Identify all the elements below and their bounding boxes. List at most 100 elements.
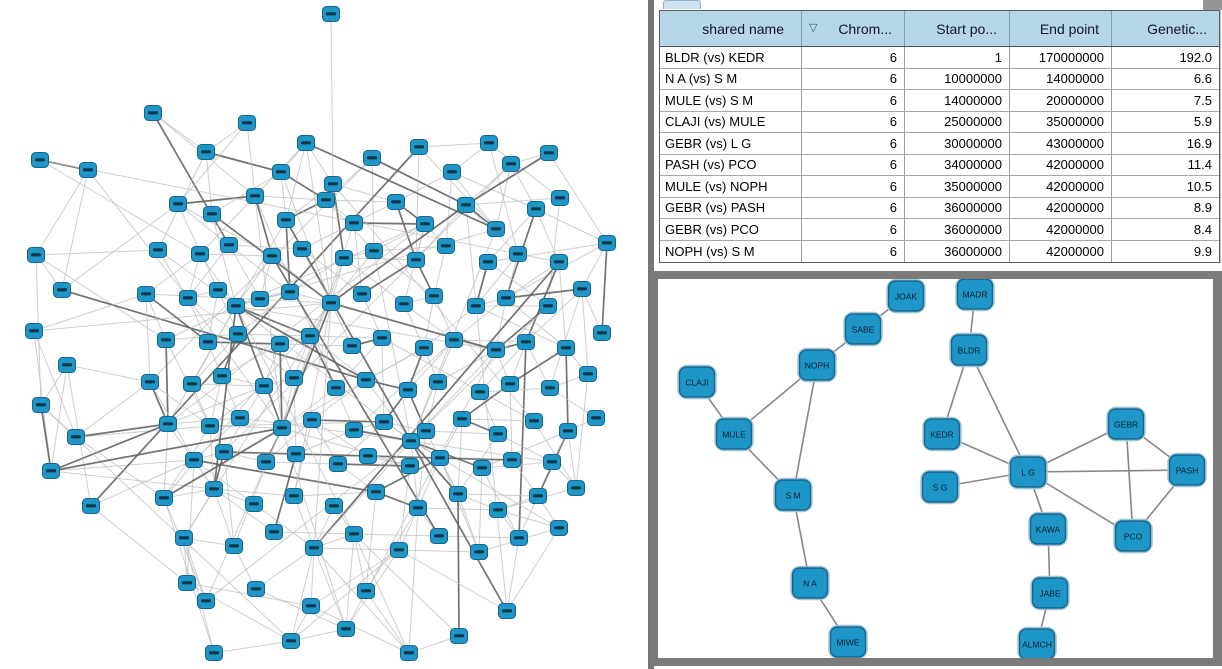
mini-network-node[interactable] (27, 247, 45, 263)
mini-network-node[interactable] (353, 286, 371, 302)
mini-network-node[interactable] (199, 334, 217, 350)
value-cell[interactable]: 11.4 (1187, 157, 1212, 173)
mini-network-node[interactable] (255, 378, 273, 394)
edge-name-cell[interactable]: GEBR (vs) L G (660, 133, 802, 154)
mini-network-node[interactable] (357, 583, 375, 599)
network-node-miwe[interactable]: MIWE (828, 624, 868, 659)
mini-network-node[interactable] (322, 295, 340, 311)
mini-network-node[interactable] (399, 382, 417, 398)
mini-network-node[interactable] (443, 164, 461, 180)
mini-network-node[interactable] (169, 196, 187, 212)
network-node-mule[interactable]: MULE (714, 416, 754, 452)
value-cell[interactable]: 42000000 (1010, 154, 1112, 175)
mini-network-node[interactable] (246, 188, 264, 204)
mini-network-node[interactable] (345, 215, 363, 231)
mini-network-node[interactable] (540, 145, 558, 161)
value-cell[interactable]: 10.5 (1186, 178, 1212, 194)
mini-network-node[interactable] (457, 197, 475, 213)
mini-network-node[interactable] (58, 357, 76, 373)
mini-network-node[interactable] (429, 374, 447, 390)
network-edge[interactable] (1125, 423, 1134, 537)
value-cell[interactable]: 5.9 (1193, 114, 1212, 130)
mini-network-node[interactable] (470, 544, 488, 560)
value-cell[interactable]: 36000000 (905, 219, 1010, 240)
table-row[interactable]: BLDR (vs) KEDR 6 1 170000000 192.0 (660, 47, 1219, 69)
mini-network-node[interactable] (185, 452, 203, 468)
mini-network-node[interactable] (550, 254, 568, 270)
mini-network-node[interactable] (417, 423, 435, 439)
mini-network-node[interactable] (550, 520, 568, 536)
mini-network-node[interactable] (525, 413, 543, 429)
mini-network-node[interactable] (375, 414, 393, 430)
mini-network-node[interactable] (365, 243, 383, 259)
mini-network-node[interactable] (359, 448, 377, 464)
mini-network-node[interactable] (551, 190, 569, 206)
mini-network-node[interactable] (357, 372, 375, 388)
mini-network-node[interactable] (251, 291, 269, 307)
edge-name-cell[interactable]: PASH (vs) PCO (660, 154, 802, 175)
mini-network-node[interactable] (238, 115, 256, 131)
edge-name-cell[interactable]: NOPH (vs) S M (660, 240, 802, 262)
mini-network-node[interactable] (395, 296, 413, 312)
mini-network-node[interactable] (324, 176, 342, 192)
value-cell[interactable]: 6 (802, 68, 905, 89)
value-cell[interactable]: 36000000 (905, 240, 1010, 262)
value-cell[interactable]: 6 (802, 90, 905, 111)
mini-network-node[interactable] (409, 500, 427, 516)
value-cell[interactable]: 6 (802, 219, 905, 240)
mini-network-node[interactable] (517, 334, 535, 350)
mini-network-node[interactable] (509, 246, 527, 262)
value-cell[interactable]: 42000000 (1010, 240, 1112, 262)
mini-network-node[interactable] (498, 603, 516, 619)
table-row[interactable]: N A (vs) S M 6 10000000 14000000 6.6 (660, 68, 1219, 90)
mini-network-node[interactable] (197, 593, 215, 609)
value-cell[interactable]: 30000000 (905, 133, 1010, 154)
mini-network-node[interactable] (144, 105, 162, 121)
mini-network-node[interactable] (410, 139, 428, 155)
mini-network-node[interactable] (285, 488, 303, 504)
mini-network-node[interactable] (197, 144, 215, 160)
mini-network-node[interactable] (53, 282, 71, 298)
value-cell[interactable]: 6 (802, 176, 905, 197)
mini-network-node[interactable] (329, 456, 347, 472)
mini-network-node[interactable] (157, 332, 175, 348)
edge-name-cell[interactable]: BLDR (vs) KEDR (660, 47, 802, 68)
mini-network-node[interactable] (573, 281, 591, 297)
table-row[interactable]: MULE (vs) NOPH 6 35000000 42000000 10.5 (660, 176, 1219, 198)
overview-network-canvas[interactable] (0, 0, 650, 669)
mini-network-node[interactable] (527, 201, 545, 217)
value-cell[interactable]: 35000000 (905, 176, 1010, 197)
mini-network-node[interactable] (179, 290, 197, 306)
column-header[interactable]: Genetic... (1112, 11, 1219, 46)
mini-network-node[interactable] (32, 397, 50, 413)
mini-network-node[interactable] (227, 298, 245, 314)
mini-network-node[interactable] (587, 410, 605, 426)
value-cell[interactable]: 170000000 (1010, 47, 1112, 68)
mini-network-node[interactable] (593, 325, 611, 341)
mini-network-node[interactable] (497, 290, 515, 306)
mini-network-node[interactable] (141, 374, 159, 390)
value-cell[interactable]: 6 (802, 197, 905, 218)
mini-network-node[interactable] (245, 496, 263, 512)
edge-name-cell[interactable]: N A (vs) S M (660, 68, 802, 89)
mini-network-node[interactable] (225, 538, 243, 554)
mini-network-node[interactable] (557, 340, 575, 356)
mini-network-node[interactable] (450, 628, 468, 644)
mini-network-node[interactable] (473, 460, 491, 476)
table-row[interactable]: NOPH (vs) S M 6 36000000 42000000 9.9 (660, 240, 1219, 262)
mini-network-node[interactable] (327, 380, 345, 396)
value-cell[interactable]: 20000000 (1010, 90, 1112, 111)
value-cell[interactable]: 10000000 (905, 68, 1010, 89)
mini-network-node[interactable] (337, 621, 355, 637)
mini-network-node[interactable] (287, 446, 305, 462)
mini-network-node[interactable] (297, 135, 315, 151)
column-header[interactable]: Start po... (905, 11, 1010, 46)
mini-network-node[interactable] (390, 542, 408, 558)
table-row[interactable]: GEBR (vs) L G 6 30000000 43000000 16.9 (660, 133, 1219, 155)
network-node-pco[interactable]: PCO (1113, 518, 1153, 554)
mini-network-node[interactable] (293, 241, 311, 257)
mini-network-node[interactable] (487, 342, 505, 358)
table-row[interactable]: CLAJI (vs) MULE 6 25000000 35000000 5.9 (660, 111, 1219, 133)
network-edge[interactable] (968, 349, 1029, 473)
mini-network-node[interactable] (272, 164, 290, 180)
